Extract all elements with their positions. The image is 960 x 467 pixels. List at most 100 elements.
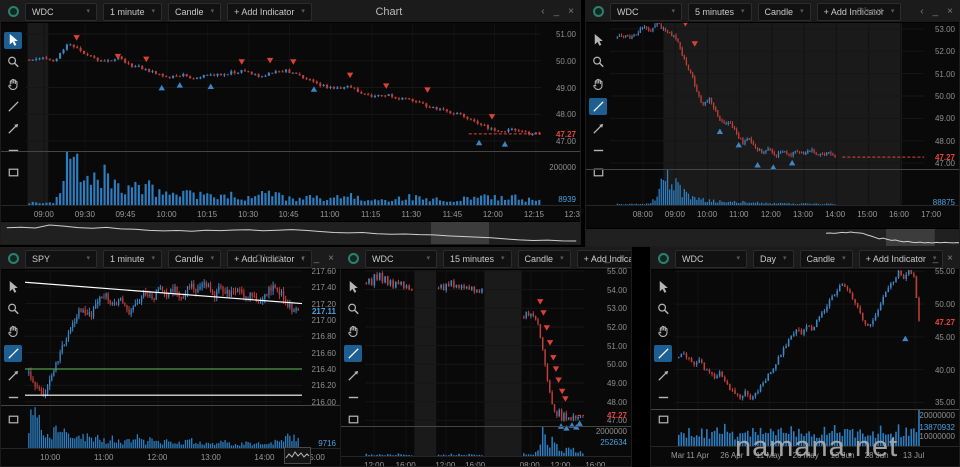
navigator-strip[interactable] — [586, 228, 959, 246]
tool-rectangle-icon[interactable] — [4, 411, 22, 428]
tool-trendline-icon[interactable] — [589, 98, 607, 115]
tool-horizontal-line-icon[interactable] — [589, 142, 607, 159]
tool-zoom-icon[interactable] — [589, 54, 607, 71]
tool-arrow-line-icon[interactable] — [589, 120, 607, 137]
chart-type-select[interactable]: Candle ▾ — [168, 249, 222, 268]
dock-button[interactable]: ‹ — [920, 6, 924, 17]
candlestick-plot[interactable] — [25, 23, 541, 205]
tool-zoom-icon[interactable] — [4, 54, 22, 71]
timeframe-select[interactable]: 1 minute ▾ — [103, 249, 163, 268]
symbol-select[interactable]: SPY ▾ — [25, 249, 97, 268]
tool-cursor-icon[interactable] — [4, 32, 22, 49]
close-button[interactable]: × — [947, 6, 953, 17]
dock-button[interactable]: ‹ — [541, 6, 545, 17]
timeframe-select[interactable]: 5 minutes ▾ — [688, 2, 752, 21]
tool-rectangle-icon[interactable] — [654, 411, 672, 428]
add-indicator-button[interactable]: + Add Indicator▾ — [858, 249, 944, 268]
tool-horizontal-line-icon[interactable] — [344, 389, 362, 406]
tool-horizontal-line-icon[interactable] — [4, 142, 22, 159]
close-button[interactable]: × — [328, 253, 334, 264]
chart-type-select[interactable]: Candle ▾ — [799, 249, 853, 268]
candlestick-plot[interactable] — [610, 17, 924, 206]
tool-hand-icon[interactable] — [4, 323, 22, 340]
symbol-select[interactable]: WDC ▾ — [675, 249, 747, 268]
price-axis[interactable]: 55.00 54.00 53.00 52.00 51.00 50.00 49.00 48.00… — [582, 248, 631, 466]
chart-type-select[interactable]: Candle ▾ — [757, 2, 811, 21]
mini-chart-thumb[interactable] — [284, 447, 311, 464]
dock-button[interactable]: ‹ — [301, 253, 305, 264]
titlebar[interactable]: WDC ▾ 1 minute ▾ Candle ▾ + Add Indicator ▾ Char… — [1, 1, 580, 23]
titlebar[interactable]: SPY ▾ 1 minute ▾ Candle ▾ + Add Indicator ▾ Char… — [1, 248, 340, 270]
tool-cursor-icon[interactable] — [654, 279, 672, 296]
price-axis[interactable]: 51.00 50.00 49.00 48.00 47.00 47.27 200000 8939 — [539, 1, 580, 244]
pane-divider[interactable] — [341, 426, 631, 427]
minimize-button[interactable]: _ — [604, 253, 611, 264]
x-axis-tick: 12:00 — [482, 210, 503, 219]
pane-divider[interactable] — [586, 169, 959, 170]
tool-arrow-line-icon[interactable] — [654, 367, 672, 384]
minimize-button[interactable]: _ — [553, 6, 560, 17]
tool-arrow-line-icon[interactable] — [344, 367, 362, 384]
tool-hand-icon[interactable] — [654, 323, 672, 340]
tool-cursor-icon[interactable] — [344, 279, 362, 296]
titlebar[interactable]: WDC ▾ 15 minutes ▾ Candle ▾ + Add Indicator▾‹ _… — [341, 248, 631, 270]
timeframe-select[interactable]: 1 minute ▾ — [103, 2, 163, 21]
minimize-button[interactable]: _ — [932, 6, 939, 17]
tool-trendline-icon[interactable] — [4, 98, 22, 115]
tool-cursor-icon[interactable] — [4, 279, 22, 296]
time-axis[interactable]: 08:00 09:00 10:00 11:00 12:00 13:00 14:00 15:00… — [610, 206, 959, 224]
add-indicator-button[interactable]: + Add Indicator▾ — [816, 2, 902, 21]
price-axis[interactable]: 53.00 52.00 51.00 50.00 49.00 48.00 47.00 47.27… — [922, 1, 959, 246]
tool-arrow-line-icon[interactable] — [4, 367, 22, 384]
tool-zoom-icon[interactable] — [4, 301, 22, 318]
tool-hand-icon[interactable] — [589, 76, 607, 93]
navigator-strip[interactable] — [1, 221, 580, 244]
time-axis[interactable]: 10:00 11:00 12:00 13:00 14:00 15:00 — [25, 449, 340, 466]
tool-horizontal-line-icon[interactable] — [4, 389, 22, 406]
pane-divider[interactable] — [651, 409, 959, 410]
time-axis[interactable]: 09:00 09:30 09:45 10:00 10:15 10:30 10:45 11:00… — [25, 206, 580, 224]
timeframe-select[interactable]: Day ▾ — [753, 249, 794, 268]
pane-divider[interactable] — [1, 151, 580, 152]
minimize-button[interactable]: _ — [313, 253, 320, 264]
tool-arrow-line-icon[interactable] — [4, 120, 22, 137]
time-axis[interactable]: Mar 11 Apr 26 Apr 11 May 26 May 13 Jun 28 Jun 1… — [671, 447, 959, 464]
candlestick-plot[interactable] — [24, 270, 303, 448]
window-controls: ‹ _ × — [541, 1, 574, 23]
candlestick-plot[interactable] — [365, 270, 584, 456]
dock-button[interactable]: ‹ — [592, 253, 596, 264]
tool-hand-icon[interactable] — [344, 323, 362, 340]
tool-zoom-icon[interactable] — [654, 301, 672, 318]
tool-rectangle-icon[interactable] — [4, 164, 22, 181]
time-axis[interactable]: 12:00 16:00 12:00 16:00 08:00 12:00 16:00 — [364, 457, 631, 466]
tool-trendline-icon[interactable] — [344, 345, 362, 362]
titlebar[interactable]: WDC ▾ Day ▾ Candle ▾ + Add Indicator ▾ ‹ _ × — [651, 248, 959, 270]
close-button[interactable]: × — [568, 6, 574, 17]
symbol-select[interactable]: WDC ▾ — [25, 2, 97, 21]
tool-zoom-icon[interactable] — [344, 301, 362, 318]
timeframe-select[interactable]: 15 minutes ▾ — [443, 249, 512, 268]
add-indicator-button[interactable]: + Add Indicator▾ — [576, 249, 631, 268]
symbol-select[interactable]: WDC ▾ — [610, 2, 682, 21]
tool-rectangle-icon[interactable] — [344, 411, 362, 428]
titlebar[interactable]: WDC ▾ 5 minutes ▾ Candle ▾ + Add Indicator ▾ Cha… — [586, 1, 959, 23]
symbol-select[interactable]: WDC ▾ — [365, 249, 437, 268]
tool-rectangle-icon[interactable] — [589, 164, 607, 181]
price-axis[interactable]: 217.60 217.40 217.20 217.00 216.80 216.60 216.… — [300, 248, 340, 466]
add-indicator-button[interactable]: + Add Indicator▾ — [227, 249, 312, 268]
candlestick-plot[interactable] — [675, 264, 924, 446]
tool-trendline-icon[interactable] — [4, 345, 22, 362]
close-button[interactable]: × — [619, 253, 625, 264]
close-button[interactable]: × — [947, 253, 953, 264]
tool-hand-icon[interactable] — [4, 76, 22, 93]
tool-horizontal-line-icon[interactable] — [654, 389, 672, 406]
chart-type-select[interactable]: Candle ▾ — [517, 249, 571, 268]
dock-button[interactable]: ‹ — [920, 253, 924, 264]
chart-type-select[interactable]: Candle ▾ — [168, 2, 222, 21]
minimize-button[interactable]: _ — [932, 253, 939, 264]
price-axis[interactable]: 55.00 50.00 45.00 40.00 35.00 47.27 20000000 13… — [919, 248, 959, 466]
pane-divider[interactable] — [1, 405, 340, 406]
tool-cursor-icon[interactable] — [589, 32, 607, 49]
tool-trendline-icon[interactable] — [654, 345, 672, 362]
add-indicator-button[interactable]: + Add Indicator▾ — [227, 2, 312, 21]
